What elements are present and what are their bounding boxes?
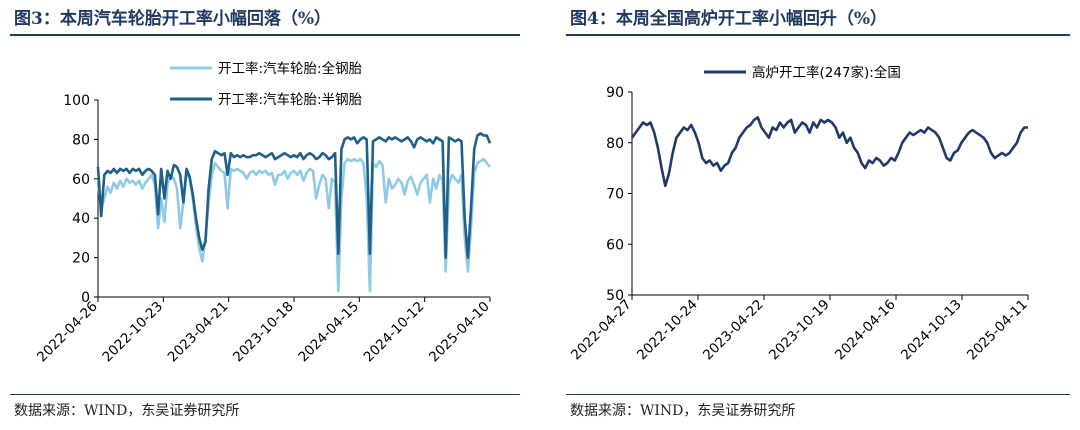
y-tick-label: 80 (606, 136, 624, 152)
x-tick-label: 2025-04-11 (964, 297, 1031, 364)
x-tick-label: 2023-10-19 (766, 297, 833, 364)
tire-chart-title: 图3：本周汽车轮胎开工率小幅回落（%） (14, 9, 331, 29)
series-line-1 (96, 157, 492, 293)
blast-furnace-title-rule (566, 34, 1070, 36)
x-tick-label: 2024-04-16 (832, 297, 899, 364)
y-tick-label: 20 (72, 251, 90, 267)
legend-label-2: 开工率:汽车轮胎:半钢胎 (218, 91, 363, 108)
x-tick-label: 2024-10-13 (898, 297, 965, 364)
series-line-1 (630, 116, 1028, 188)
x-tick-label: 2024-04-15 (295, 299, 362, 366)
x-tick-label: 2022-04-27 (568, 297, 635, 364)
y-tick-label: 60 (72, 172, 90, 188)
blast-furnace-chart-title: 图4：本周全国高炉开工率小幅回升（%） (570, 9, 887, 29)
x-tick-label: 2022-04-26 (34, 299, 101, 366)
x-tick-label: 2024-10-12 (361, 299, 428, 366)
x-tick-label: 2025-04-10 (426, 299, 493, 366)
tire-chart-panel: 图3：本周汽车轮胎开工率小幅回落（%） 0 20 40 60 80 100 2022-04-… (0, 0, 530, 430)
y-tick-label: 60 (606, 237, 624, 253)
blast-furnace-line-chart: 50 60 70 80 90 2022-04-27 2022-10-24 2023-04-22… (568, 64, 1031, 364)
x-tick-label: 2023-10-18 (230, 299, 297, 366)
blast-furnace-chart-panel: 图4：本周全国高炉开工率小幅回升（%） 50 60 70 80 90 2022-04-27… (556, 0, 1080, 430)
x-tick-label: 2023-04-21 (165, 299, 232, 366)
y-tick-label: 100 (63, 93, 90, 109)
blast-furnace-source-rule (566, 394, 1070, 395)
tire-title-rule (10, 34, 520, 36)
y-tick-label: 50 (606, 288, 624, 304)
y-tick-label: 40 (72, 211, 90, 227)
tire-source-rule (10, 394, 520, 395)
legend-label-1: 开工率:汽车轮胎:全钢胎 (218, 60, 363, 77)
blast-furnace-chart-source: 数据来源：WIND，东吴证券研究所 (570, 403, 796, 419)
tire-line-chart: 0 20 40 60 80 100 2022-04-262022-10-232023-04-… (34, 60, 493, 366)
y-tick-label: 70 (606, 187, 624, 203)
x-tick-label: 2022-10-24 (634, 297, 701, 364)
series-line-2 (96, 132, 492, 259)
x-tick-label: 2022-10-23 (99, 299, 166, 366)
legend-label-1: 高炉开工率(247家):全国 (752, 64, 901, 81)
tire-chart-source: 数据来源：WIND，东吴证券研究所 (14, 403, 240, 419)
x-tick-label: 2023-04-22 (700, 297, 767, 364)
y-tick-label: 80 (72, 132, 90, 148)
y-tick-label: 0 (81, 290, 90, 306)
y-tick-label: 90 (606, 85, 624, 101)
